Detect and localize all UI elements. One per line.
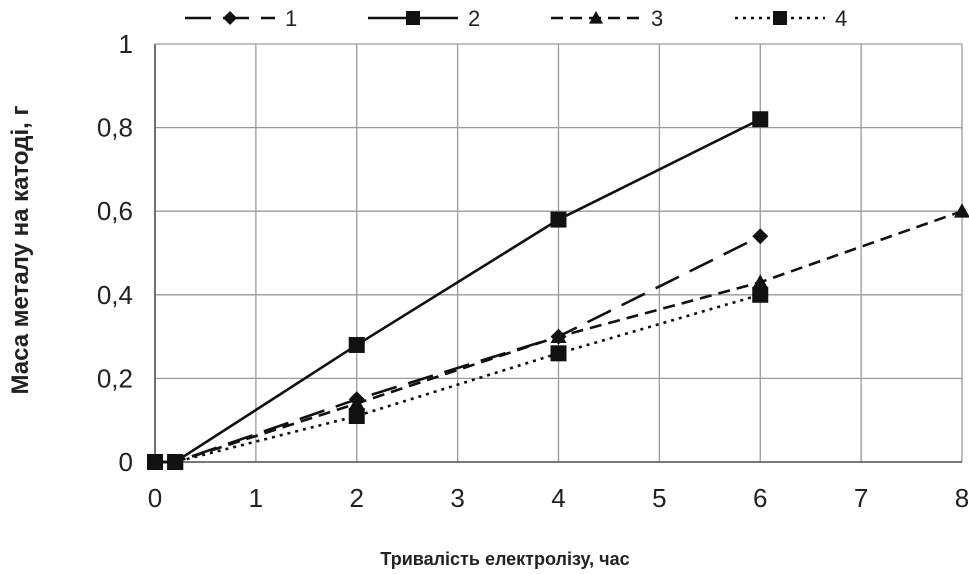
data-point — [550, 211, 567, 228]
x-tick-label: 0 — [148, 483, 162, 513]
data-point — [752, 111, 769, 128]
data-point — [954, 203, 969, 218]
x-axis-title: Тривалість електролізу, час — [380, 549, 629, 569]
data-point — [348, 395, 365, 410]
series-line-3 — [155, 209, 963, 464]
legend-item-2: 2 — [368, 6, 480, 31]
legend-marker — [406, 11, 420, 25]
series-line-4 — [155, 293, 761, 464]
legend-marker — [589, 11, 603, 24]
legend: 1 2 3 4 — [185, 6, 847, 31]
x-tick-label: 7 — [854, 483, 868, 513]
data-point — [752, 228, 769, 245]
x-tick-label: 2 — [350, 483, 364, 513]
x-tick-label: 6 — [753, 483, 767, 513]
series-4 — [147, 286, 769, 470]
y-tick-label: 0,4 — [97, 280, 133, 310]
legend-marker — [223, 11, 237, 25]
x-tick-label: 4 — [551, 483, 565, 513]
data-point — [348, 408, 365, 425]
data-point — [147, 454, 163, 470]
data-point — [752, 286, 769, 303]
y-tick-label: 0 — [119, 447, 133, 477]
legend-marker — [773, 11, 787, 25]
axes — [154, 44, 962, 463]
legend-item-3: 3 — [551, 6, 663, 31]
legend-label: 4 — [835, 6, 847, 31]
x-tick-label: 8 — [955, 483, 969, 513]
legend-label: 2 — [468, 6, 480, 31]
data-point — [752, 274, 769, 289]
legend-item-4: 4 — [735, 6, 847, 31]
y-tick-label: 0,2 — [97, 363, 133, 393]
x-tick-label: 3 — [450, 483, 464, 513]
data-point — [167, 454, 184, 470]
series-layer — [147, 111, 969, 470]
tick-labels: 0 1 2 3 4 5 6 7 8 0 0,2 0,4 0,6 0,8 1 — [97, 29, 969, 513]
y-tick-label: 0,8 — [97, 113, 133, 143]
data-point — [550, 345, 567, 362]
y-tick-label: 0,6 — [97, 196, 133, 226]
y-tick-label: 1 — [119, 29, 133, 59]
legend-item-1: 1 — [185, 6, 297, 31]
x-tick-label: 1 — [249, 483, 263, 513]
data-point — [348, 336, 365, 353]
legend-label: 3 — [651, 6, 663, 31]
x-tick-label: 5 — [652, 483, 666, 513]
data-point — [550, 328, 567, 343]
y-axis-title: Маса металу на катоді, г — [7, 105, 34, 394]
legend-label: 1 — [285, 6, 297, 31]
